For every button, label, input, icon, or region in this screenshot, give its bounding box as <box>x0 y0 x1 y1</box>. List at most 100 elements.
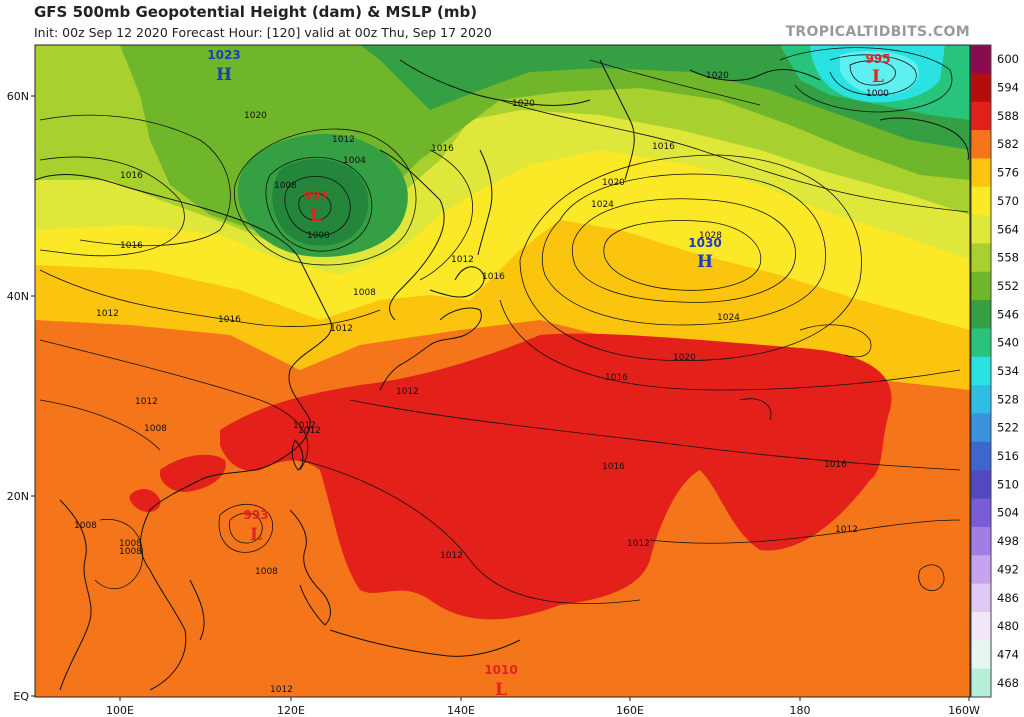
colorbar-swatch <box>971 611 991 641</box>
colorbar-label: 576 <box>997 166 1019 180</box>
colorbar-frame <box>970 44 992 698</box>
isobar-label: 1000 <box>866 89 889 99</box>
colorbar-label: 480 <box>997 619 1019 633</box>
colorbar-swatch <box>971 158 991 188</box>
isobar-label: 1016 <box>120 171 143 181</box>
colorbar-swatch <box>971 186 991 216</box>
pressure-centers: 1023 H 997 L 1030 H 995 L 993 L 1010 L <box>207 48 890 700</box>
colorbar-swatch <box>971 243 991 273</box>
isobar-label: 1012 <box>270 685 293 695</box>
isobar-label: 1020 <box>512 99 535 109</box>
isobar-label: 1028 <box>699 231 722 241</box>
colorbar-label: 534 <box>997 364 1019 378</box>
colorbar-label: 558 <box>997 251 1019 265</box>
colorbar-label: 522 <box>997 421 1019 435</box>
latitude-axis: 60N 40N 20N EQ <box>7 90 35 703</box>
isobar-label: 1016 <box>824 460 847 470</box>
isobar-label: 1008 <box>255 567 278 577</box>
colorbar-label: 594 <box>997 81 1019 95</box>
high-center-value: 1030 <box>688 236 721 250</box>
colorbar-swatch <box>971 271 991 301</box>
isobar-label: 1020 <box>602 178 625 188</box>
colorbar-label: 540 <box>997 336 1019 350</box>
isobar-label: 1012 <box>293 421 316 431</box>
colorbar-swatch <box>971 526 991 556</box>
isobar-label: 1016 <box>602 462 625 472</box>
low-center-value: 1010 <box>484 663 517 677</box>
colorbar-label: 552 <box>997 279 1019 293</box>
isobar-label: 1012 <box>396 387 419 397</box>
colorbar-swatch <box>971 300 991 330</box>
high-center-symbol: H <box>216 65 232 85</box>
colorbar-label: 492 <box>997 562 1019 576</box>
colorbar-label: 546 <box>997 307 1019 321</box>
high-center-value: 1023 <box>207 48 240 62</box>
lat-label: 40N <box>7 290 29 303</box>
site-brand[interactable]: TROPICALTIDBITS.COM <box>785 24 970 40</box>
isobar-label: 1024 <box>591 200 614 210</box>
colorbar-swatch <box>971 385 991 415</box>
colorbar-swatch <box>971 101 991 131</box>
colorbar-swatch <box>971 583 991 613</box>
colorbar-swatch <box>971 668 991 698</box>
isobar-label: 1012 <box>96 309 119 319</box>
lat-label: EQ <box>13 690 29 703</box>
isobar-label: 1000 <box>307 231 330 241</box>
lon-label: 140E <box>447 704 475 717</box>
coastlines <box>35 59 969 691</box>
low-center-symbol: L <box>250 525 262 545</box>
isobar-label: 1020 <box>673 353 696 363</box>
isobar-label: 1008 <box>74 521 97 531</box>
low-center-symbol: L <box>310 206 322 226</box>
colorbar-label: 528 <box>997 392 1019 406</box>
low-center-symbol: L <box>872 67 884 87</box>
plot-frame <box>34 44 971 698</box>
isobar-label: 1008 <box>119 539 142 549</box>
isobar-label: 1004 <box>343 156 366 166</box>
height-field <box>35 45 970 697</box>
colorbar-swatch <box>971 413 991 443</box>
isobar-label: 1012 <box>835 525 858 535</box>
isobar-label: 1012 <box>440 551 463 561</box>
high-center-symbol: H <box>697 252 713 272</box>
lon-label: 120E <box>277 704 305 717</box>
colorbar-label: 510 <box>997 477 1019 491</box>
colorbar-swatch <box>971 130 991 159</box>
isobar-label: 1020 <box>244 111 267 121</box>
colorbar-label: 516 <box>997 449 1019 463</box>
lat-label: 20N <box>7 490 29 503</box>
low-center-value: 997 <box>303 189 328 203</box>
colorbar-label: 474 <box>997 647 1019 661</box>
colorbar-swatch <box>971 328 991 358</box>
colorbar-swatch <box>971 215 991 245</box>
isobar-label: 1008 <box>274 181 297 191</box>
isobar-label: 1016 <box>218 315 241 325</box>
low-center-value: 995 <box>865 52 890 66</box>
isobar-label: 1012 <box>298 426 321 436</box>
colorbar-swatch <box>971 45 991 74</box>
colorbar-label: 582 <box>997 137 1019 151</box>
isobars <box>39 47 969 604</box>
colorbar-label: 468 <box>997 676 1019 690</box>
isobar-label: 1012 <box>332 135 355 145</box>
low-center-value: 993 <box>243 508 268 522</box>
isobar-label: 1024 <box>717 313 740 323</box>
lon-label: 160E <box>616 704 644 717</box>
colorbar-swatch <box>971 441 991 471</box>
colorbar-swatch <box>971 73 991 103</box>
isobar-label: 1012 <box>451 255 474 265</box>
longitude-axis: 100E 120E 140E 160E 180 160W <box>106 697 980 717</box>
map-subtitle: Init: 00z Sep 12 2020 Forecast Hour: [12… <box>34 25 492 40</box>
colorbar-swatch <box>971 470 991 500</box>
lon-label: 180 <box>790 704 811 717</box>
colorbar-label: 504 <box>997 506 1019 520</box>
isobar-label: 1016 <box>482 272 505 282</box>
colorbar-label: 564 <box>997 222 1019 236</box>
isobar-label: 1016 <box>605 373 628 383</box>
isobar-label: 1012 <box>330 324 353 334</box>
colorbar-label: 600 <box>997 52 1019 66</box>
isobar-label: 1012 <box>135 397 158 407</box>
colorbar-swatch <box>971 640 991 670</box>
lon-label: 160W <box>948 704 980 717</box>
